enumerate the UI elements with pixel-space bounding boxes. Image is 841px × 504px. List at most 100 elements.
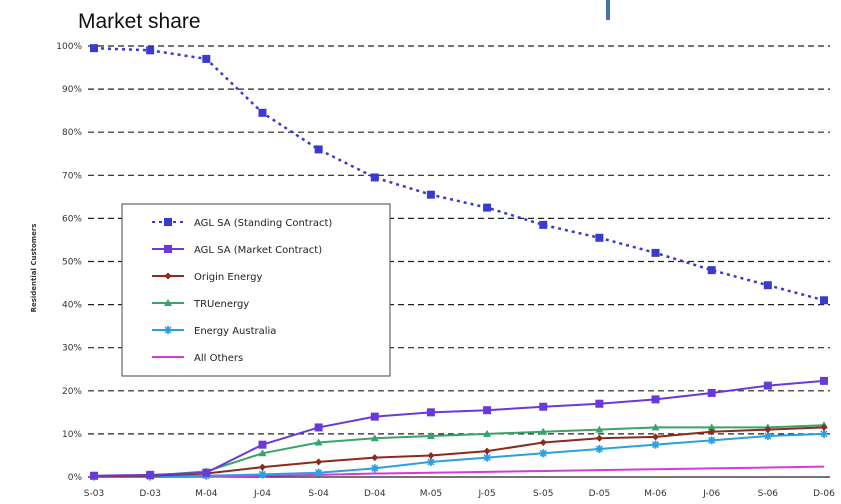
y-tick-label: 80% — [62, 128, 82, 138]
legend-item: TRUenergy — [152, 299, 249, 310]
data-point — [764, 426, 772, 434]
data-point — [707, 266, 716, 275]
y-tick-label: 60% — [62, 214, 82, 224]
series-lines — [90, 44, 828, 481]
x-tick-labels: S-03 D-03 M-04 J-04 S-04 D-04 M-05 J-05 S-05 D-05… — [84, 489, 835, 499]
data-point — [763, 281, 772, 290]
data-point — [763, 381, 772, 390]
data-point — [595, 399, 604, 408]
data-point — [202, 54, 211, 63]
data-point — [164, 272, 172, 280]
page-title: Market share — [78, 10, 201, 33]
x-tick-label: J-05 — [478, 489, 496, 499]
data-point — [258, 463, 266, 471]
data-point — [820, 296, 828, 305]
data-point — [483, 453, 492, 462]
series-line — [93, 379, 825, 477]
series-truenergy — [90, 421, 828, 480]
y-tick-label: 30% — [62, 344, 82, 354]
y-tick-label: 90% — [62, 85, 82, 95]
decorative-accent-bar — [606, 0, 610, 20]
data-point — [820, 376, 828, 385]
y-tick-label: 100% — [56, 42, 82, 52]
series-line — [94, 432, 825, 478]
data-point — [258, 440, 267, 449]
data-point — [651, 440, 660, 449]
legend-label: AGL SA (Market Contract) — [194, 245, 322, 256]
data-point — [202, 468, 211, 477]
data-point — [651, 395, 660, 404]
data-point — [146, 46, 155, 55]
series-agl-sa-market-contract — [90, 376, 828, 480]
data-point — [707, 388, 716, 397]
data-point — [652, 433, 660, 441]
data-point — [539, 427, 548, 435]
data-point — [146, 470, 155, 479]
legend-label: Origin Energy — [194, 272, 262, 283]
data-point — [370, 412, 379, 421]
data-point — [370, 434, 379, 442]
y-tick-label: 50% — [62, 258, 82, 268]
x-tick-label: M-04 — [195, 489, 218, 499]
legend-item: Origin Energy — [152, 272, 262, 283]
data-point — [90, 471, 98, 480]
legend-label: TRUenergy — [193, 299, 249, 310]
data-point — [427, 451, 435, 459]
data-point — [426, 408, 435, 417]
y-tick-label: 70% — [62, 171, 82, 181]
data-point — [164, 245, 172, 253]
legend-item: AGL SA (Market Contract) — [152, 245, 322, 256]
data-point — [707, 423, 716, 431]
legend-label: AGL SA (Standing Contract) — [194, 218, 332, 229]
data-point — [258, 470, 267, 479]
series-agl-sa-standing-contract — [90, 44, 828, 305]
x-tick-label: M-05 — [420, 489, 442, 499]
data-point — [314, 438, 323, 446]
data-point — [820, 423, 828, 431]
data-point — [314, 423, 323, 432]
x-tick-label: S-04 — [308, 489, 329, 499]
data-point — [595, 425, 604, 433]
data-point — [90, 44, 98, 53]
y-tick-label: 0% — [68, 473, 83, 483]
data-point — [371, 454, 379, 462]
data-point — [315, 458, 323, 466]
data-point — [370, 464, 379, 473]
y-tick-label: 20% — [62, 387, 82, 397]
series-line — [93, 426, 825, 478]
data-point — [164, 299, 172, 306]
data-point — [483, 429, 492, 437]
data-point — [314, 145, 323, 154]
y-tick-labels: 0% 10% 20% 30% 40% 50% 60% 70% 80% 90% 100% — [56, 42, 82, 483]
data-point — [426, 457, 435, 466]
x-tick-label: D-03 — [139, 489, 161, 499]
y-axis-label: Residential Customers — [30, 224, 38, 313]
series-line — [93, 46, 825, 302]
legend-label: Energy Australia — [194, 326, 276, 337]
data-point — [258, 449, 267, 457]
data-point — [595, 444, 604, 453]
data-point — [820, 429, 828, 438]
data-point — [707, 436, 716, 445]
data-point — [651, 248, 660, 257]
data-point — [708, 428, 716, 436]
x-tick-label: M-06 — [644, 489, 667, 499]
data-point — [539, 220, 548, 229]
legend-item: All Others — [152, 353, 243, 364]
legend-item: AGL SA (Standing Contract) — [152, 218, 332, 229]
data-point — [595, 434, 603, 442]
y-tick-label: 40% — [62, 301, 82, 311]
data-point — [763, 432, 772, 441]
data-point — [314, 468, 323, 477]
data-point — [258, 108, 267, 117]
x-tick-label: S-06 — [758, 489, 779, 499]
x-tick-label: S-03 — [84, 489, 104, 499]
x-tick-label: J-06 — [702, 489, 720, 499]
x-tick-label: J-04 — [253, 489, 271, 499]
x-tick-label: D-05 — [589, 489, 611, 499]
data-point — [370, 173, 379, 182]
data-point — [483, 447, 491, 455]
data-point — [426, 190, 435, 199]
data-point — [164, 218, 172, 226]
